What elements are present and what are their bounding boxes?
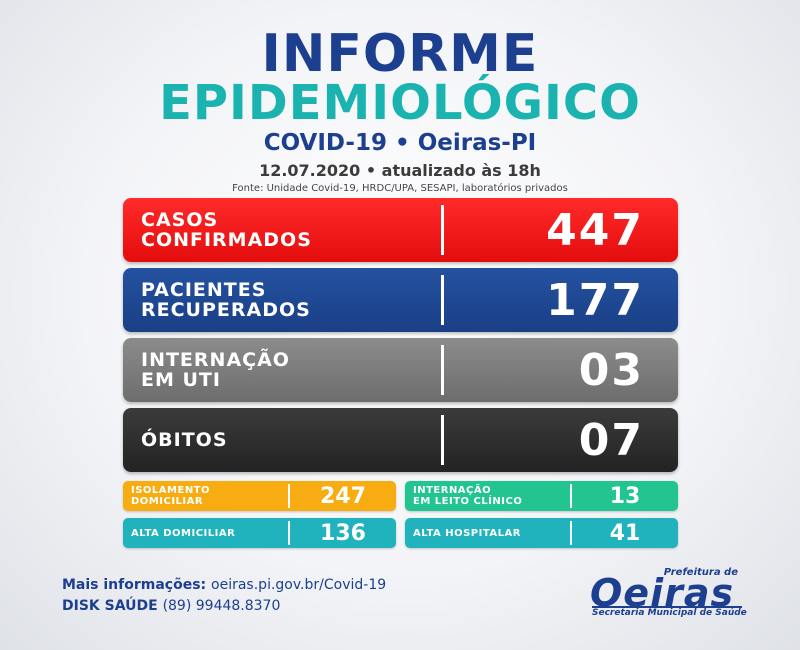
stat-card-pacientes-recuperados: PACIENTES RECUPERADOS 177 [123, 268, 678, 332]
stat-card-casos-confirmados: CASOS CONFIRMADOS 447 [123, 198, 678, 262]
stat-label: PACIENTES RECUPERADOS [141, 279, 311, 321]
stat-value: 07 [578, 414, 644, 466]
stat-value: 447 [546, 204, 644, 256]
logo-secretaria: Secretaria Municipal de Saúde [592, 608, 747, 618]
divider [570, 521, 572, 545]
more-info-link[interactable]: oeiras.pi.gov.br/Covid-19 [211, 577, 387, 593]
stat-label: INTERNAÇÃO EM UTI [141, 349, 290, 391]
divider [441, 275, 444, 325]
more-info-line: Mais informações: oeiras.pi.gov.br/Covid… [62, 575, 386, 596]
substat-value: 136 [320, 520, 366, 546]
header: INFORME EPIDEMIOLÓGICO COVID-19 • Oeiras… [0, 24, 800, 196]
substat-alta-domiciliar: ALTA DOMICILIAR 136 [123, 518, 396, 548]
divider [570, 484, 572, 508]
stat-value: 03 [578, 344, 644, 396]
oeiras-logo: Prefeitura de Oeiras Secretaria Municipa… [590, 565, 750, 620]
divider [441, 415, 444, 465]
substat-alta-hospitalar: ALTA HOSPITALAR 41 [405, 518, 678, 548]
subtitle: COVID-19 • Oeiras-PI [263, 130, 537, 156]
more-info-label: Mais informações: [62, 577, 207, 593]
stat-label: CASOS CONFIRMADOS [141, 209, 312, 251]
stat-label: ÓBITOS [141, 429, 228, 451]
substat-label: ALTA HOSPITALAR [413, 527, 521, 539]
title-informe: INFORME [261, 24, 539, 84]
stat-card-obitos: ÓBITOS 07 [123, 408, 678, 472]
stat-value: 177 [546, 274, 644, 326]
divider [441, 345, 444, 395]
data-source: Fonte: Unidade Covid-19, HRDC/UPA, SESAP… [232, 183, 568, 194]
substat-value: 247 [320, 483, 366, 509]
logo-prefix: Prefeitura de [663, 567, 738, 578]
disk-saude-label: DISK SAÚDE [62, 598, 158, 614]
divider [441, 205, 444, 255]
divider [288, 521, 290, 545]
logo-underline [592, 606, 742, 608]
substat-value: 13 [609, 483, 641, 509]
substat-label: ISOLAMENTO DOMICILIAR [131, 485, 211, 507]
footer-info: Mais informações: oeiras.pi.gov.br/Covid… [62, 575, 386, 617]
disk-saude-phone: (89) 99448.8370 [162, 598, 281, 614]
title-epidemiologico: EPIDEMIOLÓGICO [159, 75, 641, 131]
disk-saude-line: DISK SAÚDE (89) 99448.8370 [62, 596, 386, 617]
substat-label: ALTA DOMICILIAR [131, 527, 236, 539]
substat-value: 41 [609, 520, 641, 546]
substat-label: INTERNAÇÃO EM LEITO CLÍNICO [413, 485, 523, 507]
stat-card-internacao-uti: INTERNAÇÃO EM UTI 03 [123, 338, 678, 402]
substat-internacao-leito-clinico: INTERNAÇÃO EM LEITO CLÍNICO 13 [405, 481, 678, 511]
substat-isolamento-domiciliar: ISOLAMENTO DOMICILIAR 247 [123, 481, 396, 511]
divider [288, 484, 290, 508]
report-date: 12.07.2020 • atualizado às 18h [259, 161, 541, 180]
